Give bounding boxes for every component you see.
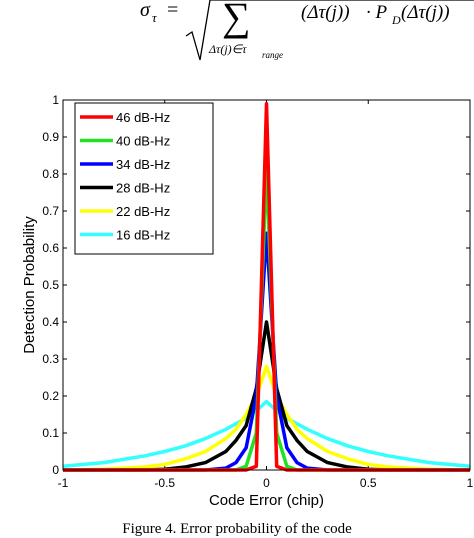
y-axis-label: Detection Probability: [21, 216, 38, 354]
y-tick-label: 0.9: [42, 130, 59, 144]
x-tick-label: 1: [467, 476, 474, 490]
sqrt-sign: [185, 0, 474, 61]
y-tick-label: 0.1: [42, 426, 59, 440]
formula-term2-sub: D: [391, 13, 401, 27]
y-tick-label: 0.8: [42, 167, 59, 181]
legend-label: 16 dB-Hz: [116, 228, 170, 243]
plot-frame: [62, 99, 471, 471]
y-tick-label: 0.4: [42, 315, 59, 329]
formula-sum-sub-sub: range: [262, 50, 283, 60]
formula-sum-sub: Δτ(j)∈τ: [208, 42, 247, 56]
formula: σ τ = ∑ Δτ(j)∈τ range (Δτ(j)) · P D (Δτ(…: [140, 0, 474, 61]
x-tick-label: 0.5: [360, 476, 377, 490]
formula-lhs: σ: [140, 0, 151, 21]
y-tick-label: 0.5: [42, 278, 59, 292]
y-tick-label: 1: [52, 93, 59, 107]
chart: -1 -0.5 0 0.5 1 0 0.1 0.2 0.3 0.4 0.5 0.6 0.7 0.8 0.9 1…: [21, 93, 474, 509]
formula-lhs-sub: τ: [152, 10, 158, 25]
series-line: [62, 364, 471, 472]
y-tick-label: 0.2: [42, 389, 59, 403]
y-tick-label: 0.3: [42, 352, 59, 366]
x-axis-label: Code Error (chip): [209, 492, 324, 509]
legend-label: 34 dB-Hz: [116, 157, 170, 172]
legend-label: 28 dB-Hz: [116, 181, 170, 196]
legend-box: [74, 102, 214, 255]
series-line: [62, 399, 471, 469]
y-tick-label: 0.6: [42, 241, 59, 255]
x-tick-label: -0.5: [154, 476, 175, 490]
formula-term2: · P: [366, 2, 388, 23]
y-tick-label: 0: [52, 463, 59, 477]
x-tick-label: -1: [58, 476, 69, 490]
formula-term3: (Δτ(j)): [401, 2, 450, 23]
legend-label: 46 dB-Hz: [116, 110, 170, 125]
formula-eq: =: [167, 0, 178, 21]
y-tick-label: 0.7: [42, 204, 59, 218]
caption: Figure 4. Error probability of the code: [122, 521, 352, 537]
legend-label: 40 dB-Hz: [116, 134, 170, 149]
formula-term1: (Δτ(j)): [301, 2, 350, 23]
legend-label: 22 dB-Hz: [116, 204, 170, 219]
formula-sum: ∑: [222, 0, 251, 39]
x-tick-label: 0: [263, 476, 270, 490]
